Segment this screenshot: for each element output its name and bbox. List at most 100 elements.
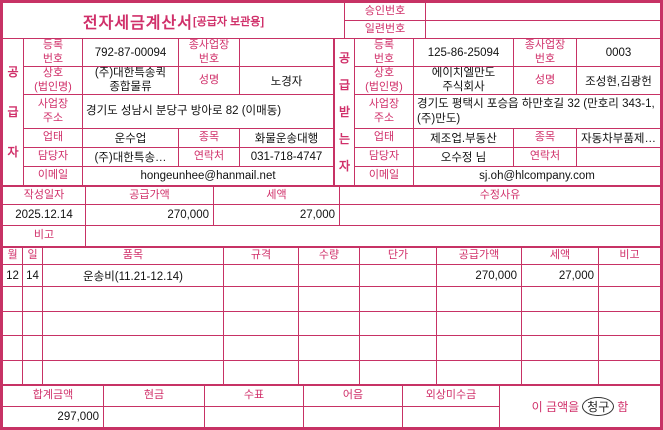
empty-cell <box>3 336 22 360</box>
supplier-address-value: 경기도 성남시 분당구 방아로 82 (이매동) <box>83 95 333 128</box>
supply-amount-label: 공급가액 <box>86 187 213 204</box>
total-amount-value: 297,000 <box>3 407 103 427</box>
empty-cell <box>23 336 42 360</box>
empty-cell <box>43 360 223 384</box>
supplier-phone-value: 031-718-4747 <box>240 148 333 166</box>
buyer-side-text: 공급받는자 <box>338 50 351 173</box>
revision-value <box>340 205 660 225</box>
buyer-subbiz-value: 0003 <box>577 39 660 66</box>
col-price: 단가 <box>360 248 436 264</box>
credit-value <box>403 407 499 427</box>
tax-amount-label: 세액 <box>214 187 339 204</box>
empty-cell <box>299 287 359 311</box>
buyer-bizitem-value: 자동차부품제… <box>577 129 660 147</box>
buyer-contact-label: 담당자 <box>355 148 413 166</box>
approval-no-label: 승인번호 <box>345 3 425 20</box>
serial-no-label: 일련번호 <box>345 21 425 38</box>
check-label: 수표 <box>205 386 303 406</box>
supplier-phone-label: 연락처 <box>179 148 239 166</box>
empty-cell <box>299 336 359 360</box>
buyer-phone-label: 연락처 <box>514 148 576 166</box>
claim-word-circled: 청구 <box>582 397 615 416</box>
buyer-subbiz-label: 종사업장 번호 <box>514 39 576 66</box>
empty-cell <box>224 360 298 384</box>
empty-cell <box>224 336 298 360</box>
col-spec: 규격 <box>224 248 298 264</box>
cash-value <box>104 407 204 427</box>
title-main: 전자세금계산서 <box>82 14 193 32</box>
col-day: 일 <box>23 248 42 264</box>
supplier-name-label: 성명 <box>179 67 239 94</box>
item-price <box>360 265 436 286</box>
empty-cell <box>522 336 598 360</box>
supplier-bizitem-value: 화물운송대행 <box>240 129 333 147</box>
empty-cell <box>23 360 42 384</box>
buyer-name-label: 성명 <box>514 67 576 94</box>
revision-label: 수정사유 <box>340 187 660 204</box>
tax-amount-value: 27,000 <box>214 205 339 225</box>
note-value <box>86 226 660 246</box>
claim-statement: 이 금액을 청구 함 <box>500 386 660 427</box>
supplier-regno-label: 등록 번호 <box>24 39 82 66</box>
buyer-regno-label: 등록 번호 <box>355 39 413 66</box>
supplier-company-label: 상호 (법인명) <box>24 67 82 94</box>
empty-cell <box>3 287 22 311</box>
empty-cell <box>224 311 298 335</box>
col-qty: 수량 <box>299 248 359 264</box>
approval-box: 승인번호 일련번호 <box>345 3 660 38</box>
empty-cell <box>360 287 436 311</box>
parties-section: 공급자 등록 번호 792-87-00094 종사업장 번호 상호 (법인명) … <box>3 38 660 185</box>
buyer-contact-value: 오수정 님 <box>414 148 513 166</box>
empty-cell <box>360 360 436 384</box>
col-supply: 공급가액 <box>437 248 521 264</box>
buyer-bizitem-label: 종목 <box>514 129 576 147</box>
check-value <box>205 407 303 427</box>
empty-cell <box>437 336 521 360</box>
empty-cell <box>599 336 660 360</box>
supplier-subbiz-label: 종사업장 번호 <box>179 39 239 66</box>
empty-cell <box>522 287 598 311</box>
supplier-biztype-label: 업태 <box>24 129 82 147</box>
claim-prefix: 이 금액을 <box>531 400 580 414</box>
buyer-address-label: 사업장 주소 <box>355 95 413 128</box>
totals-section: 합계금액 현금 수표 어음 외상미수금 297,000 이 금액을 청구 함 <box>3 384 660 427</box>
buyer-phone-value <box>577 148 660 166</box>
empty-cell <box>43 336 223 360</box>
supplier-side-label: 공급자 <box>3 39 23 185</box>
empty-cell <box>299 360 359 384</box>
item-day: 14 <box>23 265 42 286</box>
empty-cell <box>23 287 42 311</box>
note-label: 비고 <box>3 226 85 246</box>
item-tax: 27,000 <box>522 265 598 286</box>
empty-cell <box>437 360 521 384</box>
empty-cell <box>43 287 223 311</box>
supplier-regno-value: 792-87-00094 <box>83 39 178 66</box>
col-month: 월 <box>3 248 22 264</box>
item-month: 12 <box>3 265 22 286</box>
supplier-contact-label: 담당자 <box>24 148 82 166</box>
approval-no-value <box>426 3 660 20</box>
buyer-name-value: 조성현,김광헌 <box>577 67 660 94</box>
col-note: 비고 <box>599 248 660 264</box>
empty-cell <box>599 360 660 384</box>
col-item: 품목 <box>43 248 223 264</box>
empty-cell <box>360 336 436 360</box>
empty-cell <box>599 287 660 311</box>
header-section: 전자세금계산서 [공급자 보관용] 승인번호 일련번호 <box>3 3 660 38</box>
buyer-panel: 공급받는자 등록 번호 125-86-25094 종사업장 번호 0003 상호… <box>335 39 660 185</box>
item-note <box>599 265 660 286</box>
title-sub: [공급자 보관용] <box>192 15 265 28</box>
item-spec <box>224 265 298 286</box>
supplier-address-label: 사업장 주소 <box>24 95 82 128</box>
supplier-company-value: (주)대한특송퀵 종합물류 <box>83 67 178 94</box>
item-qty <box>299 265 359 286</box>
empty-cell <box>522 311 598 335</box>
cash-label: 현금 <box>104 386 204 406</box>
empty-cell <box>224 287 298 311</box>
credit-label: 외상미수금 <box>403 386 499 406</box>
supply-amount-value: 270,000 <box>86 205 213 225</box>
supplier-side-text: 공급자 <box>7 65 19 159</box>
buyer-biztype-value: 제조업.부동산 <box>414 129 513 147</box>
col-tax: 세액 <box>522 248 598 264</box>
